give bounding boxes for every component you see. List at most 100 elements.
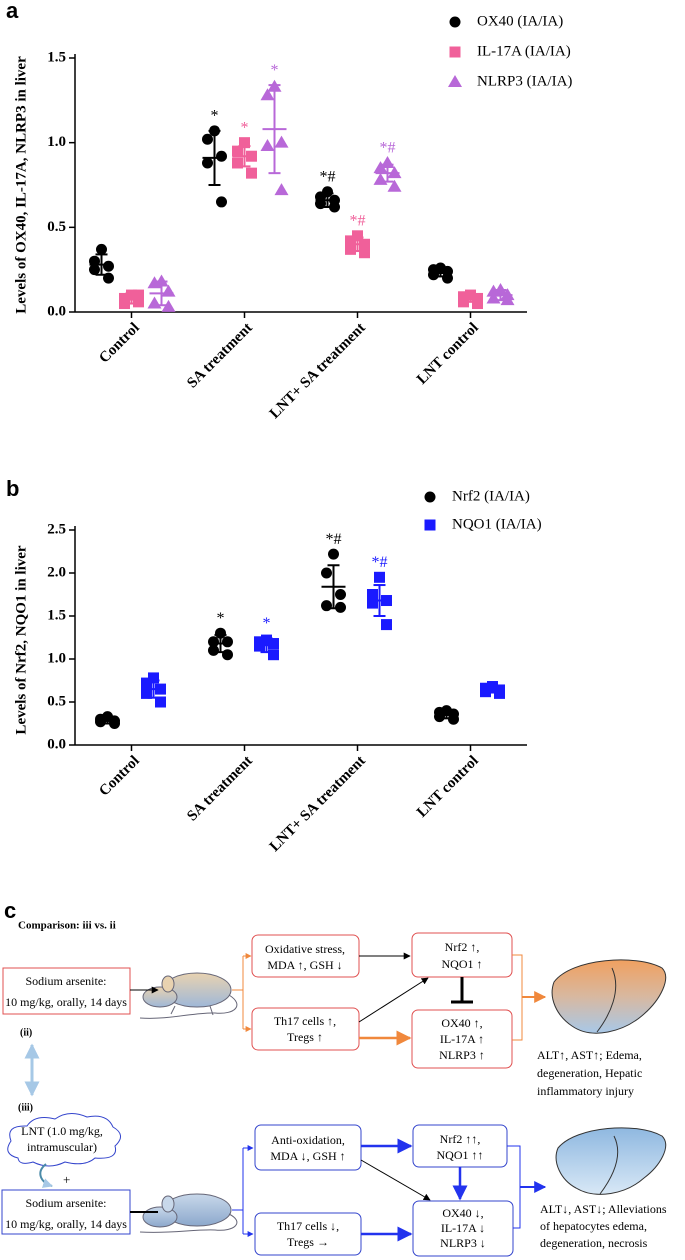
data-point <box>119 298 130 310</box>
box-text: Nrf2 ↑↑, <box>440 1132 481 1146</box>
x-tick-label: LNT control <box>414 753 482 821</box>
data-point <box>239 137 250 149</box>
box-text: NLRP3 ↓ <box>440 1236 486 1250</box>
inhibition <box>451 977 473 1004</box>
box-text: OX40 ↓, <box>442 1206 483 1220</box>
cloud <box>7 1113 121 1167</box>
y-tick-label: 0.0 <box>47 303 66 319</box>
panel-label: c <box>4 898 16 923</box>
data-point <box>208 644 219 656</box>
significance: * <box>211 107 219 124</box>
box-text: Oxidative stress, <box>265 942 345 956</box>
data-point <box>434 711 445 723</box>
data-point <box>345 235 356 247</box>
diagram <box>1 932 667 1257</box>
data-point <box>246 167 257 179</box>
y-tick-label: 0.5 <box>47 219 66 235</box>
box-text: Sodium arsenite: <box>26 974 107 988</box>
box <box>254 1124 362 1171</box>
data-point <box>345 243 356 255</box>
significance: * <box>241 119 249 136</box>
box-text: 10 mg/kg, orally, 14 days <box>5 995 127 1009</box>
outcome-text: ALT↓, AST↓; Alleviations <box>540 1202 667 1216</box>
box-text: IL-17A ↓ <box>441 1221 485 1235</box>
x-tick-label: SA treatment <box>184 753 256 825</box>
legend-marker <box>424 491 436 503</box>
legend-label: Nrf2 (IA/IA) <box>452 488 530 504</box>
data-point <box>321 600 332 612</box>
significance: * <box>271 62 279 79</box>
data-point <box>373 161 388 174</box>
panel-label: a <box>6 0 19 23</box>
box-text: Th17 cells ↓, <box>277 1219 339 1233</box>
box-text: Tregs ↑ <box>287 1030 323 1044</box>
y-tick-label: 0.5 <box>47 693 66 709</box>
outcome-text: inflammatory injury <box>537 1084 634 1098</box>
data-point <box>216 196 227 208</box>
data-point <box>387 179 402 192</box>
legend-marker <box>449 46 461 58</box>
legend-label: NLRP3 (IA/IA) <box>477 73 572 89</box>
curved-arrow <box>39 1163 53 1188</box>
input-box <box>2 967 131 1015</box>
branch <box>232 956 244 1029</box>
box-text: NQO1 ↑ <box>442 957 483 971</box>
significance: *# <box>372 554 388 571</box>
data-point <box>133 296 144 308</box>
legend-label: OX40 (IA/IA) <box>477 13 563 29</box>
x-tick-label: Control <box>96 320 142 366</box>
data-point <box>208 636 219 648</box>
data-point <box>352 230 363 242</box>
cloud-text: intramuscular) <box>27 1140 97 1154</box>
data-point <box>202 157 213 169</box>
x-tick-label: LNT control <box>414 320 482 388</box>
panel-label: b <box>6 476 19 501</box>
data-point <box>494 687 505 699</box>
data-point <box>480 686 491 698</box>
data-point <box>373 172 388 185</box>
data-point <box>335 589 346 600</box>
data-point <box>500 293 515 306</box>
data-point <box>147 296 162 309</box>
box-text: OX40 ↑, <box>441 1016 482 1030</box>
data-point <box>260 139 275 152</box>
y-tick-label: 1.5 <box>47 607 66 623</box>
significance: *# <box>380 140 396 157</box>
data-point <box>472 298 483 310</box>
outcome-text: degeneration, Hepatic <box>537 1066 642 1080</box>
outcome-text: ALT↑, AST↑; Edema, <box>537 1048 642 1062</box>
data-point <box>486 284 501 297</box>
y-tick-label: 2.0 <box>47 564 66 580</box>
data-point <box>321 567 332 579</box>
box-text: NLRP3 ↑ <box>439 1048 485 1062</box>
significance: * <box>263 615 271 632</box>
mouse <box>139 972 238 1019</box>
bracket <box>512 954 523 1041</box>
data-point <box>215 627 226 639</box>
legend-marker <box>424 519 436 531</box>
significance: *# <box>350 212 366 229</box>
x-tick-label: LNT+ SA treatment <box>267 753 369 855</box>
data-point <box>95 716 106 728</box>
data-point <box>222 636 233 648</box>
data-point <box>367 589 378 600</box>
data-point <box>442 272 453 284</box>
data-point <box>133 289 144 301</box>
data-point <box>232 145 243 157</box>
legend-marker <box>449 16 461 28</box>
outcome-text: of hepatocytes edema, <box>540 1219 647 1233</box>
data-point <box>260 88 275 101</box>
box-text: NQO1 ↑↑ <box>437 1148 484 1162</box>
liver <box>555 1127 667 1195</box>
box <box>411 1009 513 1069</box>
outcome-text: degeneration, necrosis <box>540 1236 648 1250</box>
box-text: Anti-oxidation, <box>271 1133 345 1147</box>
data-point <box>367 597 378 609</box>
plus: + <box>63 1172 70 1187</box>
box-text: 10 mg/kg, orally, 14 days <box>5 1217 127 1231</box>
data-point <box>161 299 176 312</box>
significance: * <box>217 610 225 627</box>
data-point <box>222 649 233 661</box>
data-point <box>232 157 243 169</box>
